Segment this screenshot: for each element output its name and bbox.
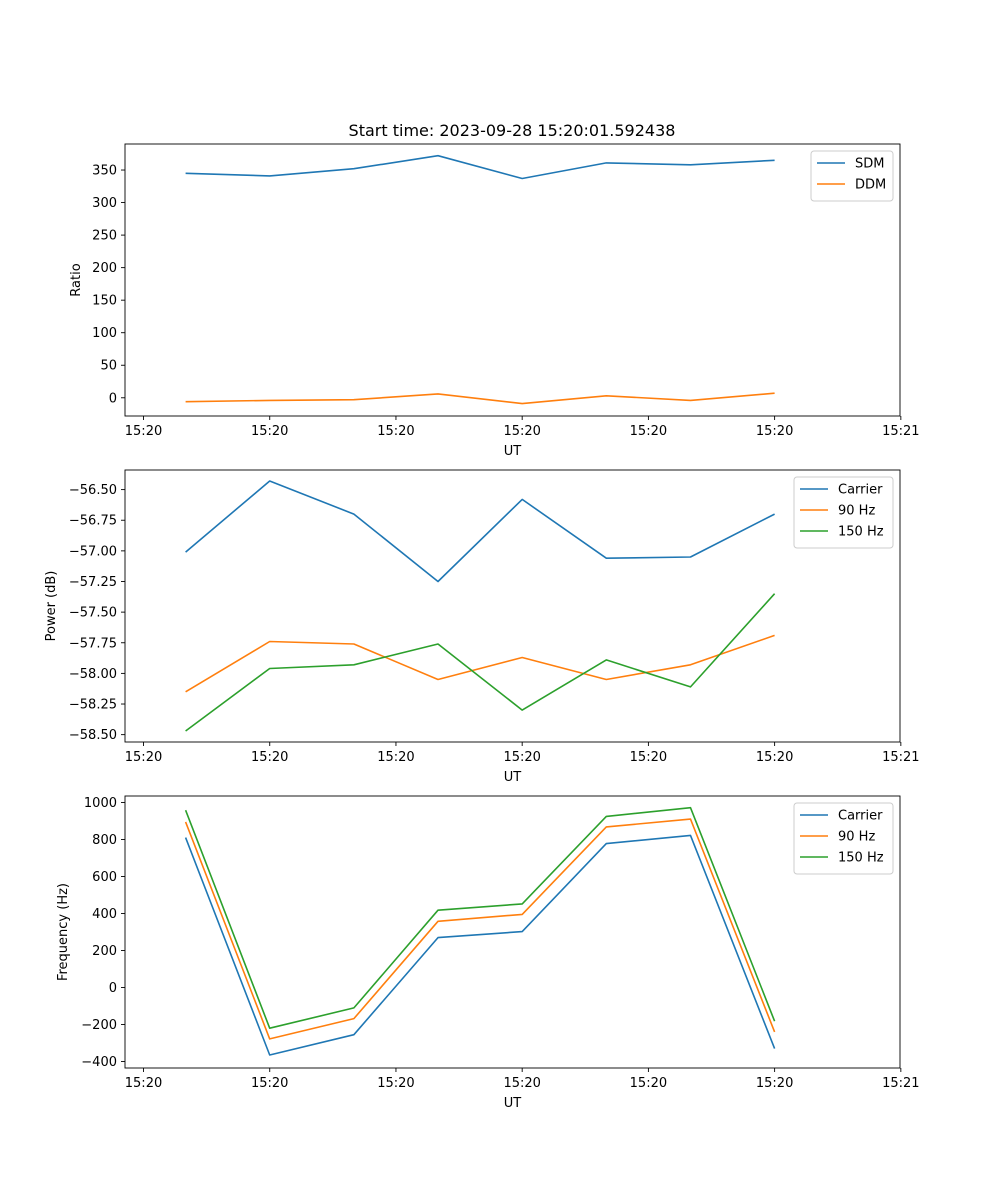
ratio-chart: 0 50 100 150 200 250 300 350 15:20 15:20 15:20 15:2… [69, 143, 920, 459]
power-x-tick-label: 15:20 [503, 750, 540, 765]
ratio-legend: SDM DDM [810, 150, 894, 202]
ratio-y-tick-label: 0 [109, 391, 117, 406]
ratio-x-tick-label: 15:20 [377, 424, 414, 439]
frequency-y-tick-label: −400 [81, 1055, 117, 1070]
power-series-90-hz-line [185, 634, 775, 693]
power-x-tick-label: 15:20 [630, 750, 667, 765]
power-legend-label-150-hz: 150 Hz [838, 525, 884, 540]
power-legend-label-90-hz: 90 Hz [838, 504, 875, 519]
frequency-legend-label-150-hz: 150 Hz [838, 851, 884, 866]
power-series-carrier-line [185, 480, 775, 583]
ratio-x-tick-label: 15:20 [251, 424, 288, 439]
power-y-tick-label: −57.50 [69, 606, 117, 621]
frequency-series-carrier-line [184, 834, 776, 1056]
frequency-series-90-hz-line [184, 818, 776, 1040]
frequency-y-tick-label: −200 [81, 1018, 117, 1033]
frequency-x-tick-label: 15:20 [630, 1076, 667, 1091]
power-series-150-hz-line [185, 593, 776, 732]
power-y-tick-label: −57.00 [69, 544, 117, 559]
frequency-axes-frame [124, 795, 901, 1069]
frequency-x-tick-label: 15:20 [251, 1076, 288, 1091]
power-x-tick-label: 15:20 [756, 750, 793, 765]
power-y-tick-label: −56.75 [69, 514, 117, 529]
power-x-tick-label: 15:21 [882, 750, 919, 765]
power-y-tick-label: −57.25 [69, 575, 117, 590]
ratio-x-tick-label: 15:20 [756, 424, 793, 439]
frequency-x-tick-label: 15:21 [882, 1076, 919, 1091]
ratio-y-tick-label: 50 [100, 359, 117, 374]
ratio-y-tick-label: 200 [92, 261, 117, 276]
ratio-legend-label-ddm: DDM [855, 178, 886, 193]
frequency-x-tick-label: 15:20 [503, 1076, 540, 1091]
frequency-x-tick-label: 15:20 [125, 1076, 162, 1091]
frequency-series-150-hz-line [184, 806, 776, 1029]
ratio-y-axis-label: Ratio [69, 263, 84, 296]
ratio-x-axis-label: UT [504, 444, 522, 459]
power-y-tick-label: −56.50 [69, 483, 117, 498]
power-axes-frame [124, 469, 901, 743]
ratio-y-tick-label: 150 [92, 294, 117, 309]
ratio-y-tick-label: 100 [92, 326, 117, 341]
ratio-axes-frame [124, 143, 901, 417]
ratio-y-tick-label: 350 [92, 164, 117, 179]
frequency-y-tick-label: 800 [92, 833, 117, 848]
ratio-x-tick-label: 15:21 [882, 424, 919, 439]
power-y-tick-label: −58.25 [69, 698, 117, 713]
ratio-x-tick-label: 15:20 [503, 424, 540, 439]
ratio-y-tick-label: 300 [92, 196, 117, 211]
power-x-tick-label: 15:20 [125, 750, 162, 765]
power-x-tick-label: 15:20 [377, 750, 414, 765]
frequency-y-tick-label: 200 [92, 944, 117, 959]
ratio-x-tick-label: 15:20 [630, 424, 667, 439]
frequency-y-axis-label: Frequency (Hz) [56, 883, 71, 981]
frequency-x-tick-label: 15:20 [377, 1076, 414, 1091]
power-x-tick-label: 15:20 [251, 750, 288, 765]
ratio-y-tick-label: 250 [92, 229, 117, 244]
frequency-chart: −400 −200 0 200 400 600 800 1000 15:20 15:20 15:20… [56, 795, 920, 1111]
frequency-legend-label-carrier: Carrier [838, 809, 883, 824]
frequency-x-axis-label: UT [504, 1096, 522, 1111]
power-legend: Carrier 90 Hz 150 Hz [793, 476, 894, 549]
chart-title: Start time: 2023-09-28 15:20:01.592438 [349, 121, 676, 140]
frequency-y-tick-label: 0 [109, 981, 117, 996]
frequency-legend-label-90-hz: 90 Hz [838, 830, 875, 845]
ratio-series-sdm-line [185, 154, 775, 180]
frequency-x-tick-label: 15:20 [756, 1076, 793, 1091]
power-y-axis-label: Power (dB) [44, 571, 59, 642]
power-legend-label-carrier: Carrier [838, 483, 883, 498]
frequency-y-tick-label: 600 [92, 870, 117, 885]
power-chart: −58.50 −58.25 −58.00 −57.75 −57.50 −57.25 −57.… [44, 469, 920, 785]
power-y-tick-label: −58.50 [69, 728, 117, 743]
ratio-x-tick-label: 15:20 [125, 424, 162, 439]
ratio-series-ddm-line [185, 392, 775, 405]
frequency-legend: Carrier 90 Hz 150 Hz [793, 802, 894, 875]
power-y-tick-label: −58.00 [69, 667, 117, 682]
ratio-legend-label-sdm: SDM [855, 157, 884, 172]
frequency-y-tick-label: 1000 [84, 796, 117, 811]
frequency-y-tick-label: 400 [92, 907, 117, 922]
power-y-tick-label: −57.75 [69, 636, 117, 651]
power-x-axis-label: UT [504, 770, 522, 785]
